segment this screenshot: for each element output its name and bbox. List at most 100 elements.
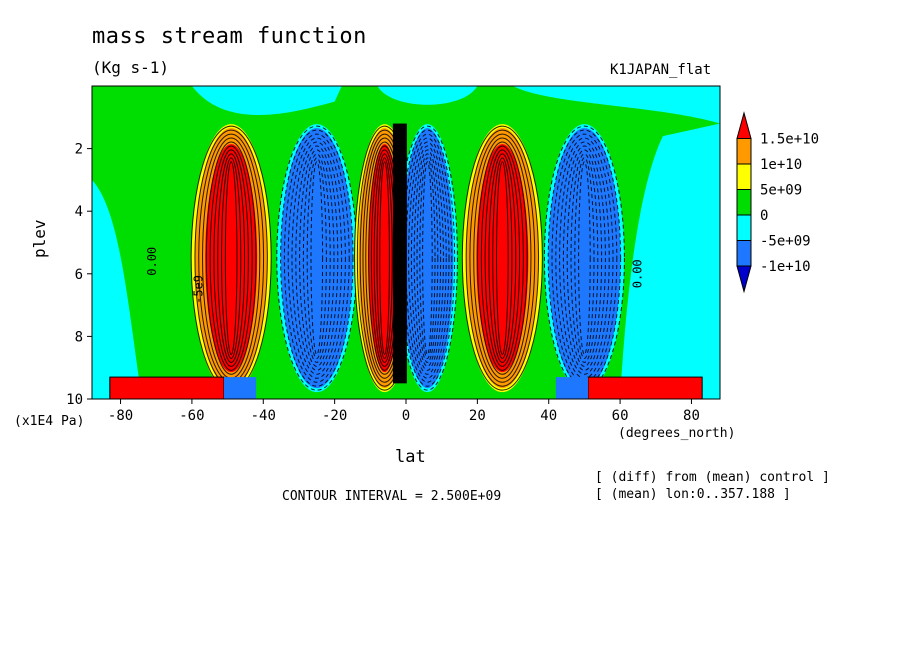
colorbar-label: 0 xyxy=(760,208,768,224)
x-tick-label: -40 xyxy=(251,408,276,424)
contour-line xyxy=(492,157,513,359)
x-axis-label: lat xyxy=(395,447,426,467)
diff-note: [ (diff) from (mean) control ] xyxy=(595,470,830,485)
colorbar-segment xyxy=(736,214,752,241)
contour-line xyxy=(465,129,540,387)
contour-line xyxy=(280,129,354,387)
cell-6 xyxy=(543,124,625,393)
colorbar-segment xyxy=(736,189,752,216)
northern-cyan-region xyxy=(620,123,720,399)
upper-cyan-mid xyxy=(377,86,478,105)
upper-cyan-right xyxy=(513,86,720,124)
contour-labels: 0.00 0.00 -5e9 xyxy=(145,247,644,304)
contour-line xyxy=(399,129,456,387)
contour-line xyxy=(488,153,517,363)
contour-line xyxy=(559,141,610,375)
contour-line xyxy=(413,149,442,367)
y-axis-ticks: 2 4 6 8 10 xyxy=(66,142,92,408)
cell-core xyxy=(205,144,258,373)
y-axis-unit: (x1E4 Pa) xyxy=(14,414,85,429)
contour-line xyxy=(416,153,439,363)
x-tick-label: -80 xyxy=(108,408,133,424)
contour-line xyxy=(422,161,433,356)
colorbar: 1.5e+10 1e+10 5e+09 0 -5e+09 -1e+10 xyxy=(736,111,819,294)
y-tick-label: 4 xyxy=(75,204,83,220)
contour-value-label: -5e9 xyxy=(192,275,206,304)
contour-line xyxy=(287,137,346,379)
colorbar-label: -5e+09 xyxy=(760,234,811,250)
southern-cyan-region xyxy=(92,179,142,399)
x-tick-label: 80 xyxy=(683,408,700,424)
contour-interval-label: CONTOUR INTERVAL = 2.500E+09 xyxy=(282,489,502,504)
cell-4 xyxy=(396,124,458,393)
cell-2 xyxy=(276,124,358,393)
contour-line xyxy=(299,149,335,367)
x-tick-label: 20 xyxy=(469,408,486,424)
contour-line xyxy=(310,161,324,356)
cell-5 xyxy=(461,124,543,393)
contour-line xyxy=(543,125,625,391)
dense-contour-band xyxy=(392,123,407,384)
contour-line xyxy=(302,153,331,363)
colorbar-segment xyxy=(736,163,752,190)
contour-line xyxy=(419,157,436,359)
contour-line xyxy=(405,137,450,379)
southern-surface-block xyxy=(109,376,225,399)
contour-line xyxy=(213,149,249,367)
contour-line xyxy=(562,145,606,371)
contour-line xyxy=(496,161,509,356)
contour-line xyxy=(578,161,591,356)
colorbar-label: 5e+09 xyxy=(760,183,802,199)
x-tick-label: -20 xyxy=(322,408,347,424)
contour-line xyxy=(295,145,339,371)
contour-line xyxy=(224,161,238,356)
contour-line xyxy=(574,157,595,359)
colorbar-segment xyxy=(736,138,752,165)
y-tick-label: 10 xyxy=(66,392,83,408)
contour-line xyxy=(473,137,532,379)
surface-blue-right xyxy=(555,377,588,399)
colorbar-top-arrow xyxy=(736,111,752,139)
contour-line xyxy=(408,141,447,375)
mean-note: [ (mean) lon:0..357.188 ] xyxy=(595,487,791,502)
cell-core xyxy=(558,144,611,373)
stream-function-field xyxy=(92,86,720,399)
contour-line xyxy=(480,145,524,371)
contour-line xyxy=(461,125,543,391)
contour-line xyxy=(410,145,444,371)
y-tick-label: 6 xyxy=(75,267,83,283)
surface-blue-left xyxy=(224,377,257,399)
x-axis-unit: (degrees_north) xyxy=(618,426,736,441)
contour-line xyxy=(566,149,603,367)
run-label: K1JAPAN_flat xyxy=(610,62,712,78)
contour-line xyxy=(477,141,528,375)
chart-units: (Kg s-1) xyxy=(92,58,170,77)
x-tick-label: 60 xyxy=(612,408,629,424)
cell-core xyxy=(411,144,444,373)
x-tick-label: -60 xyxy=(179,408,204,424)
contour-line xyxy=(306,157,327,359)
x-tick-label: 0 xyxy=(402,408,410,424)
contour-value-label: 0.00 xyxy=(631,259,645,288)
contour-line xyxy=(209,145,253,371)
y-tick-label: 8 xyxy=(75,329,83,345)
contour-line xyxy=(484,149,521,367)
contour-line xyxy=(379,161,390,356)
cell-core xyxy=(368,144,401,373)
contour-value-label: 0.00 xyxy=(145,247,159,276)
northern-surface-block xyxy=(587,376,703,399)
cell-core xyxy=(476,144,529,373)
colorbar-label: -1e+10 xyxy=(760,259,811,275)
colorbar-label: 1.5e+10 xyxy=(760,132,819,148)
contour-line xyxy=(570,153,599,363)
colorbar-label: 1e+10 xyxy=(760,157,802,173)
x-tick-label: 40 xyxy=(540,408,557,424)
contour-line xyxy=(205,141,257,375)
contour-line xyxy=(217,153,246,363)
contour-line xyxy=(221,157,242,359)
contour-line xyxy=(547,129,622,387)
upper-cyan-left xyxy=(191,86,342,116)
y-tick-label: 2 xyxy=(75,142,83,158)
contour-line xyxy=(283,133,350,383)
